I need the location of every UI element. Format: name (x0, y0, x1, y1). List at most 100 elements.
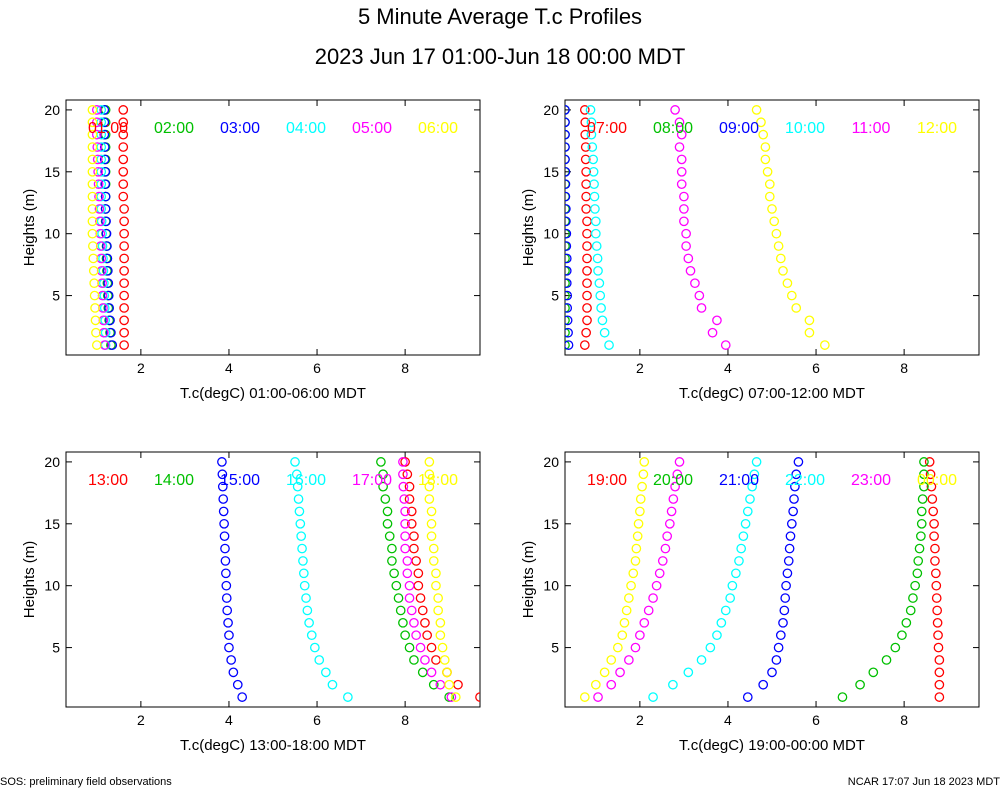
data-point-0300 (99, 105, 110, 115)
data-point-1500 (226, 655, 237, 665)
legend-label-0900: 09:00 (719, 120, 759, 137)
data-point-1500 (218, 506, 229, 517)
data-point-1600 (306, 630, 317, 641)
data-point-0300 (102, 265, 113, 276)
data-point-0900 (565, 216, 571, 227)
data-point-0900 (565, 241, 572, 251)
data-point-1300 (409, 531, 419, 542)
x-axis-label: T.c(degC) 01:00-06:00 MDT (180, 385, 366, 402)
data-point-0500 (94, 204, 105, 214)
data-point-0900 (565, 315, 573, 326)
data-point-2000 (917, 494, 928, 504)
data-point-0600 (91, 340, 102, 350)
data-point-0700 (581, 204, 591, 214)
data-point-0700 (579, 105, 590, 115)
data-point-1300 (415, 593, 426, 603)
x-tick-label: 8 (401, 360, 409, 376)
data-point-0000 (621, 605, 632, 616)
legend-label-1700: 17:00 (352, 472, 392, 489)
data-point-0700 (582, 278, 592, 289)
data-point-0000 (613, 642, 623, 653)
data-layer (565, 105, 830, 350)
data-point-1700 (446, 692, 457, 702)
data-point-1800 (437, 642, 448, 653)
data-point-1300 (413, 580, 424, 591)
x-axis-label: T.c(degC) 13:00-18:00 MDT (180, 737, 366, 754)
data-point-2300 (643, 605, 654, 616)
x-tick-label: 4 (225, 712, 233, 728)
y-tick-label: 10 (44, 226, 60, 242)
data-point-0900 (565, 154, 570, 165)
data-point-1100 (674, 117, 685, 128)
data-point-1700 (426, 667, 437, 678)
data-point-1800 (424, 494, 435, 504)
data-point-0700 (581, 166, 591, 177)
data-point-1800 (426, 506, 437, 517)
data-point-0300 (106, 327, 116, 338)
data-point-0600 (87, 228, 98, 239)
data-point-1700 (400, 518, 410, 529)
data-point-0100 (119, 253, 129, 264)
data-point-0100 (119, 265, 129, 276)
data-point-0600 (87, 166, 98, 177)
x-tick-label: 8 (401, 712, 409, 728)
data-point-0000 (635, 494, 646, 504)
data-point-0000 (639, 457, 650, 467)
data-point-2100 (785, 531, 796, 542)
data-point-2200 (747, 481, 758, 492)
data-point-1100 (676, 179, 687, 190)
data-point-1500 (232, 679, 243, 690)
data-point-1100 (674, 142, 685, 152)
data-point-1200 (771, 228, 782, 239)
data-point-2100 (793, 457, 804, 467)
data-point-1400 (376, 457, 386, 467)
data-point-1600 (321, 667, 331, 678)
data-point-0700 (582, 265, 592, 276)
data-point-1600 (295, 518, 306, 529)
data-point-0300 (101, 228, 112, 239)
legend-label-0300: 03:00 (220, 120, 260, 137)
data-point-0300 (100, 166, 111, 177)
data-point-0600 (91, 327, 101, 338)
data-point-1300 (404, 494, 415, 504)
data-point-1300 (409, 543, 419, 554)
data-point-1400 (404, 642, 415, 653)
data-point-0100 (118, 129, 129, 140)
data-point-1400 (384, 531, 395, 542)
data-point-2000 (855, 679, 865, 690)
data-point-1500 (220, 543, 230, 554)
x-tick-label: 2 (636, 712, 644, 728)
data-point-1400 (389, 568, 399, 579)
data-point-1500 (224, 630, 234, 641)
data-point-1200 (782, 278, 793, 289)
data-point-1100 (679, 216, 689, 227)
data-point-1200 (804, 327, 815, 338)
data-point-1700 (402, 556, 413, 566)
data-point-1500 (219, 518, 229, 529)
data-point-0900 (565, 204, 571, 214)
data-point-1400 (380, 494, 391, 504)
data-point-1400 (382, 518, 393, 529)
data-point-2300 (593, 692, 603, 702)
data-point-0600 (87, 142, 98, 152)
data-point-1500 (217, 457, 227, 467)
data-point-0100 (119, 303, 129, 313)
data-point-2200 (749, 469, 760, 480)
data-point-2200 (712, 630, 722, 641)
data-point-1400 (428, 679, 439, 690)
plot-frame (564, 99, 980, 356)
data-point-0000 (626, 580, 636, 591)
data-point-1300 (431, 655, 441, 665)
data-point-0300 (100, 204, 111, 214)
data-point-0300 (99, 117, 110, 128)
data-point-0700 (582, 253, 592, 264)
data-point-1100 (681, 228, 691, 239)
data-point-0100 (119, 216, 129, 227)
data-point-1000 (592, 253, 603, 264)
data-point-0300 (99, 129, 110, 140)
data-point-1800 (431, 568, 441, 579)
data-point-0600 (87, 216, 98, 227)
data-point-1000 (597, 315, 608, 326)
data-point-2100 (784, 543, 795, 554)
data-point-1000 (586, 117, 597, 128)
